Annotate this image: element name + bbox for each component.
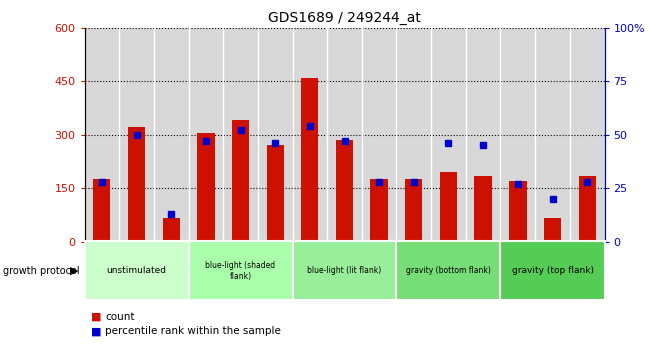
Bar — [440, 172, 457, 242]
Bar — [509, 181, 527, 241]
Bar — [197, 133, 214, 242]
Bar — [188, 241, 292, 300]
Text: ▶: ▶ — [70, 266, 79, 276]
Text: percentile rank within the sample: percentile rank within the sample — [105, 326, 281, 336]
Text: ■: ■ — [91, 312, 101, 322]
Text: gravity (bottom flank): gravity (bottom flank) — [406, 266, 491, 275]
Bar — [266, 145, 284, 242]
Text: gravity (top flank): gravity (top flank) — [512, 266, 593, 275]
Text: ■: ■ — [91, 326, 101, 336]
Bar — [93, 179, 110, 242]
Bar — [578, 176, 596, 241]
Bar — [128, 127, 145, 242]
Title: GDS1689 / 249244_at: GDS1689 / 249244_at — [268, 11, 421, 25]
Bar — [500, 241, 604, 300]
Bar — [292, 241, 396, 300]
Text: count: count — [105, 312, 135, 322]
Bar — [474, 176, 492, 241]
Bar — [301, 78, 318, 242]
Bar — [162, 218, 180, 241]
Bar — [405, 179, 422, 242]
Bar — [232, 120, 249, 242]
Bar — [396, 241, 500, 300]
Bar — [370, 179, 388, 242]
Text: growth protocol: growth protocol — [3, 266, 80, 276]
Text: blue-light (shaded
flank): blue-light (shaded flank) — [205, 261, 276, 280]
Text: unstimulated: unstimulated — [107, 266, 166, 275]
Text: blue-light (lit flank): blue-light (lit flank) — [307, 266, 382, 275]
Bar — [84, 241, 188, 300]
Bar — [544, 218, 561, 241]
Bar — [336, 140, 353, 242]
